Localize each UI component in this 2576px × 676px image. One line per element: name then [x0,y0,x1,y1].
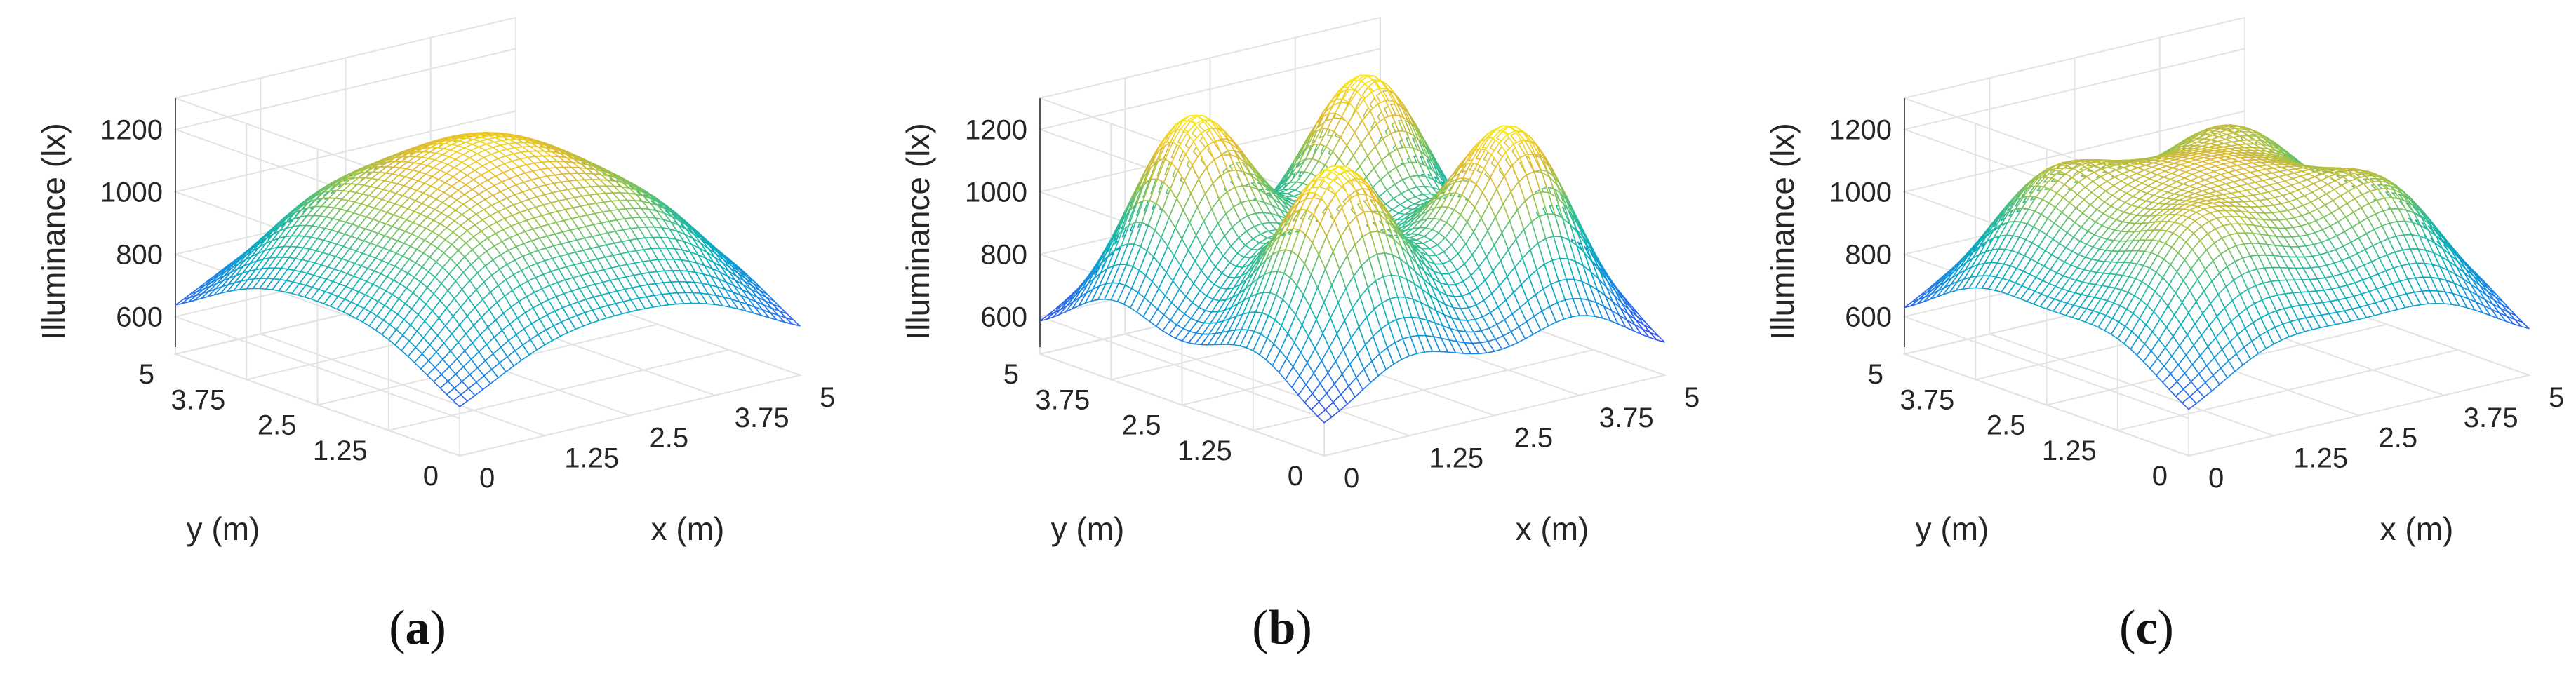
x-tick-label: 2.5 [1514,423,1554,454]
x-tick-label: 1.25 [1429,442,1483,473]
z-tick-label: 1000 [100,177,163,208]
x-tick-label: 5 [1684,382,1700,413]
x-axis-label: x (m) [651,511,725,547]
surface-mesh [175,132,801,407]
z-axis-label: Illuminance (lx) [35,123,72,339]
y-tick-label: 5 [139,359,154,390]
y-tick-label: 2.5 [1122,410,1161,441]
x-tick-label: 1.25 [564,442,619,473]
z-tick-label: 1000 [965,177,1027,208]
panel-b: 600 800 1000 1200 0 1.25 2.5 3.75 5 0 1.25 2.5 3.75 5… [900,16,1700,547]
x-tick-label: 2.5 [650,423,689,454]
surface-mesh [1904,124,2530,410]
y-tick-label: 1.25 [313,435,368,466]
z-axis-label: Illuminance (lx) [900,123,936,339]
mesh-cell [785,317,801,327]
panel-c: 6008001000120001.252.53.75501.252.53.755… [1764,16,2564,547]
x-tick-label: 3.75 [1599,403,1654,433]
x-tick-label: 3.75 [735,403,789,433]
x-tick-label: 5 [820,382,835,413]
y-axis-label: y (m) [187,511,260,547]
y-tick-label: 5 [1003,359,1019,390]
y-tick-label: 2.5 [258,410,297,441]
surface-mesh [1039,74,1665,424]
x-tick-label: 0 [1344,463,1359,494]
y-tick-label: 0 [423,461,439,492]
y-tick-label: 1.25 [1177,435,1232,466]
z-tick-label: 800 [980,240,1027,271]
z-tick-label: 1200 [100,115,163,146]
y-axis-label: y (m) [1051,511,1125,547]
x-axis-label: x (m) [1516,511,1589,547]
x-tick-label: 0 [479,463,495,494]
y-tick-label: 3.75 [1035,384,1090,415]
z-tick-label: 1200 [965,115,1027,146]
z-tick-label: 600 [116,302,163,333]
z-tick-label: 800 [116,240,163,271]
y-tick-label: 3.75 [171,384,225,415]
z-tick-label: 600 [980,302,1027,333]
panel-a: 600 800 1000 1200 0 1.25 2.5 3.75 5 0 1.25 2.5 3.75 5… [35,16,835,547]
y-tick-label: 0 [1288,461,1303,492]
